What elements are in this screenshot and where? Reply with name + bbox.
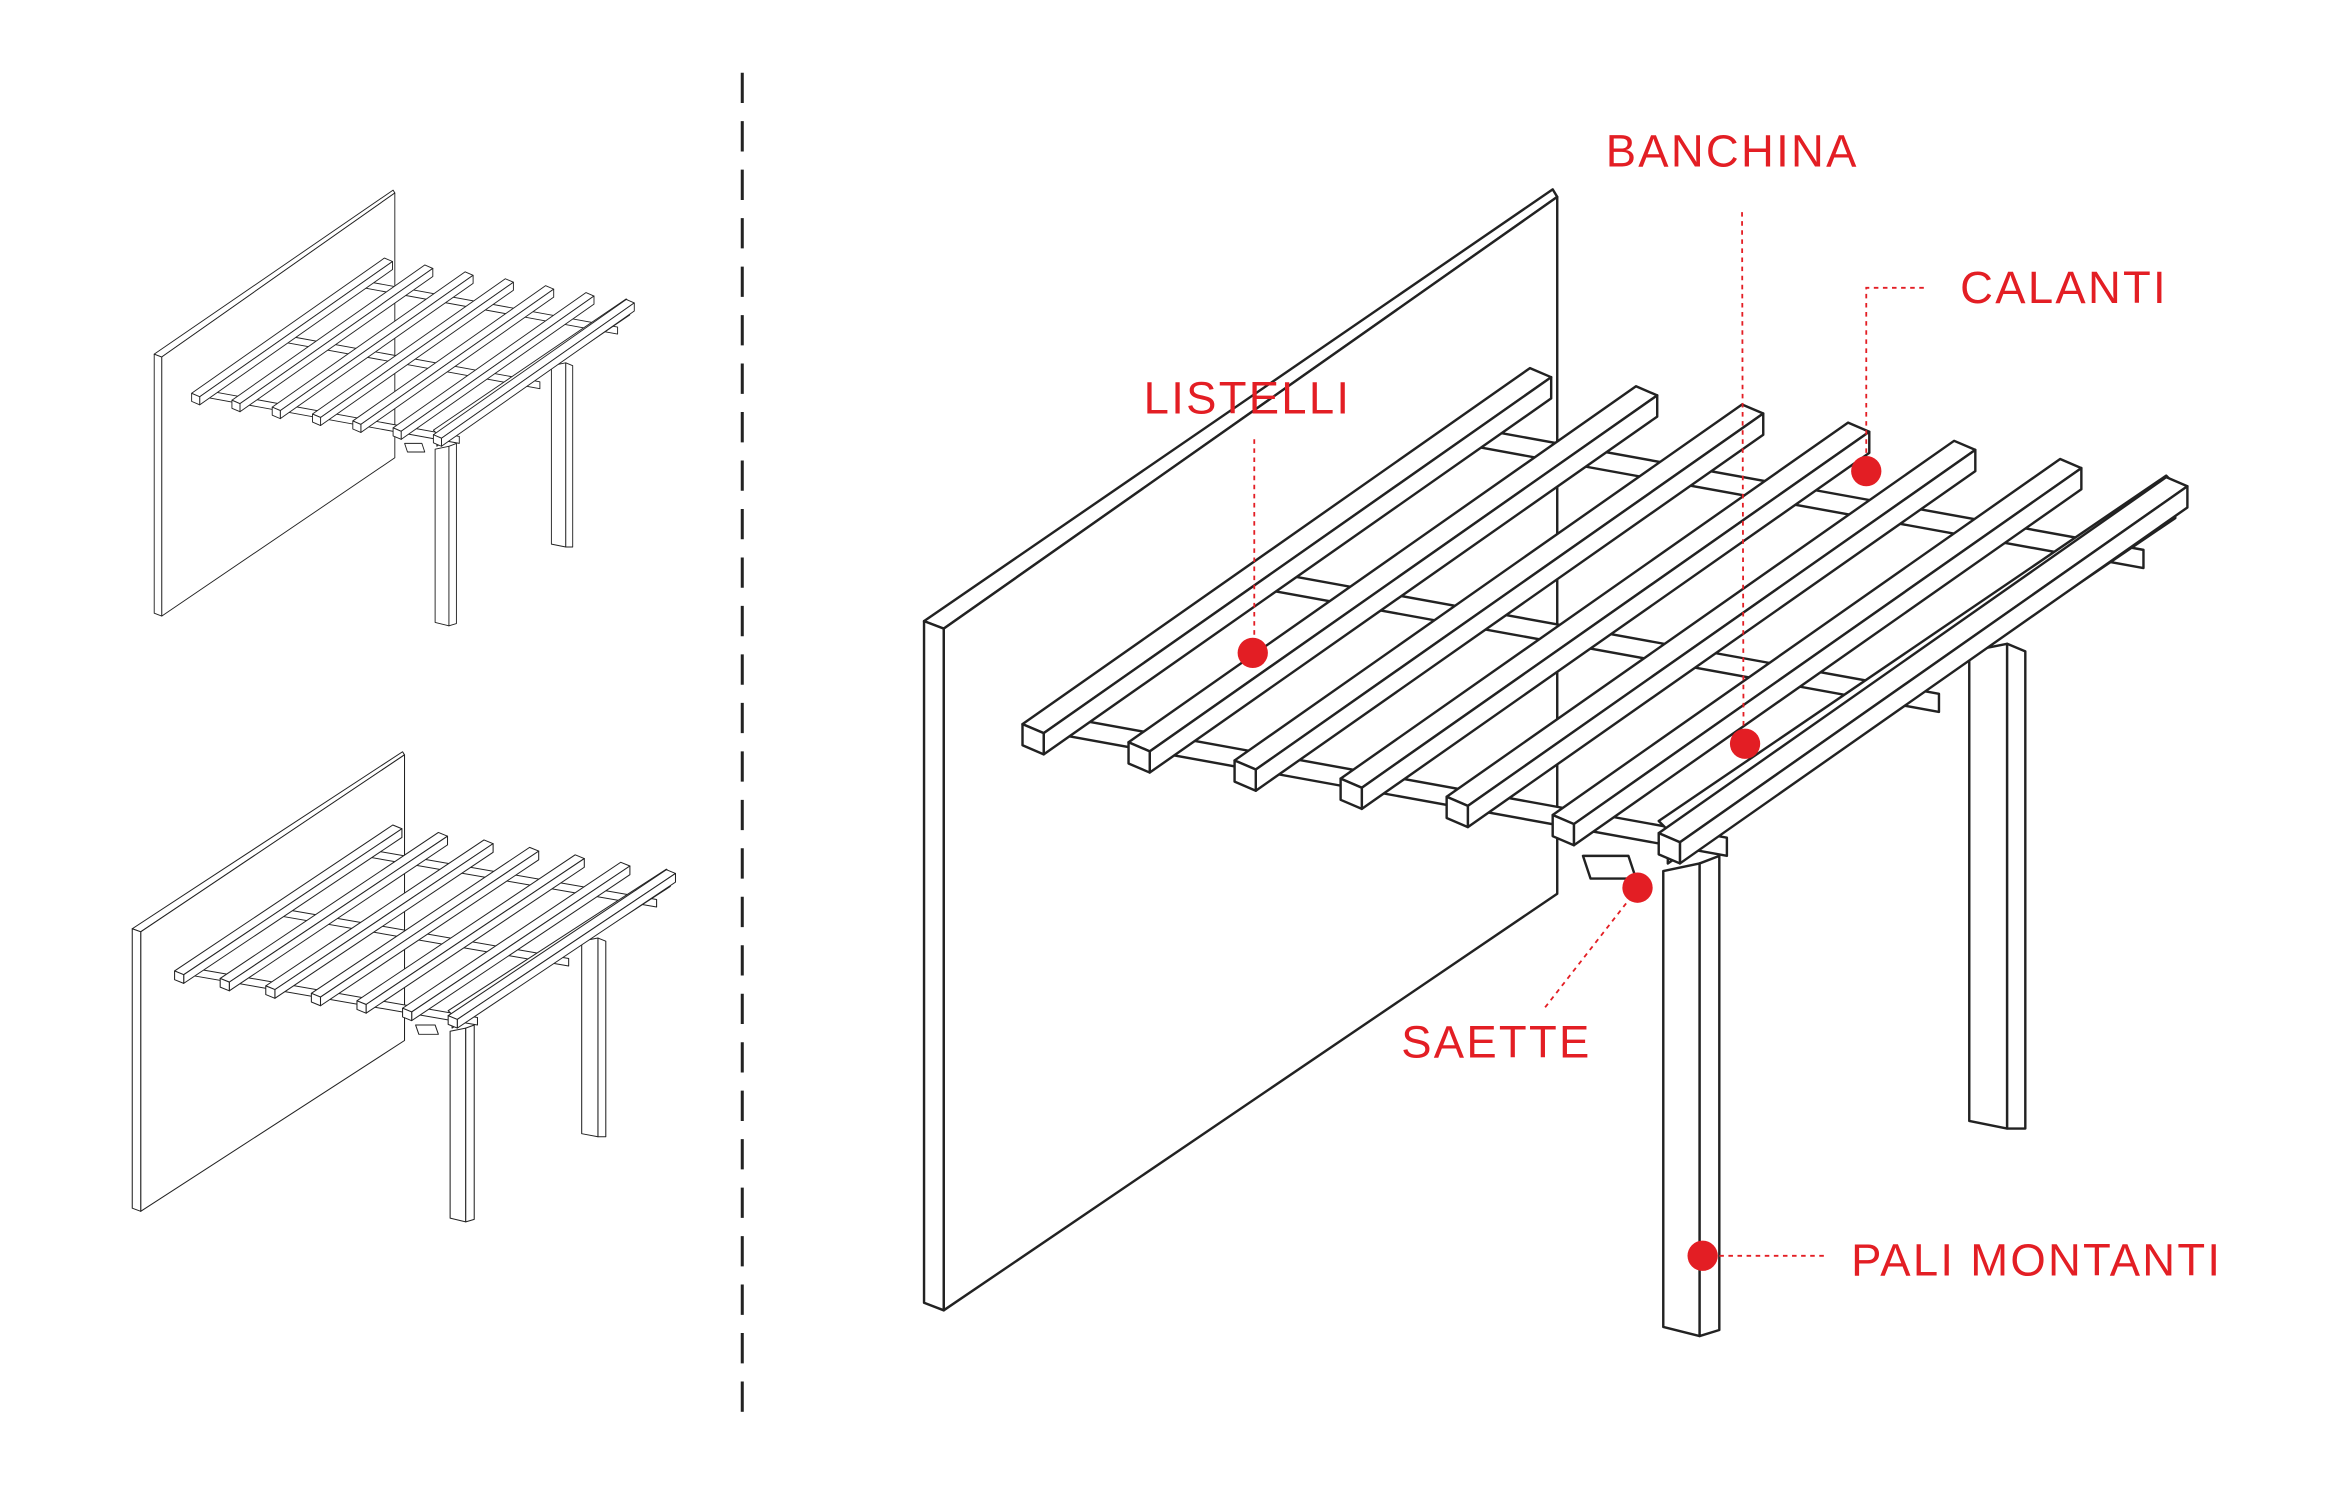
slat-end — [1551, 813, 1576, 847]
callout-saette: SAETTE — [1401, 872, 1653, 1067]
slat-end — [1021, 722, 1045, 756]
dot — [1687, 1240, 1718, 1271]
leader — [1544, 890, 1637, 1008]
dot — [1237, 637, 1268, 669]
label: BANCHINA — [1606, 126, 1859, 177]
leader — [1865, 286, 1924, 472]
wall-edge — [922, 619, 945, 1312]
label: SAETTE — [1401, 1016, 1591, 1067]
callout-listelli: LISTELLI — [1144, 373, 1352, 669]
slat-end — [1445, 795, 1470, 829]
callout-pali-montanti: PALI MONTANTI — [1687, 1234, 2222, 1285]
leader — [1741, 212, 1745, 743]
slat-end — [1233, 759, 1257, 792]
pergola-main — [922, 188, 2189, 1338]
pergola-thumb-1 — [153, 189, 635, 627]
post-side — [1698, 854, 1721, 1338]
label: PALI MONTANTI — [1851, 1234, 2222, 1285]
slat-end — [1127, 741, 1151, 774]
pergola-thumb-2 — [131, 751, 677, 1223]
slat-end — [1339, 777, 1364, 811]
dot — [1622, 872, 1653, 903]
label: LISTELLI — [1144, 373, 1352, 424]
label: CALANTI — [1960, 262, 2168, 313]
post-side — [2005, 642, 2027, 1130]
callout-calanti: CALANTI — [1851, 262, 2168, 487]
brace — [1581, 854, 1638, 880]
callout-banchina: BANCHINA — [1606, 126, 1859, 759]
dot — [1729, 728, 1761, 759]
post — [1968, 642, 2009, 1130]
slat-end — [1657, 831, 1682, 865]
dot — [1851, 455, 1882, 487]
